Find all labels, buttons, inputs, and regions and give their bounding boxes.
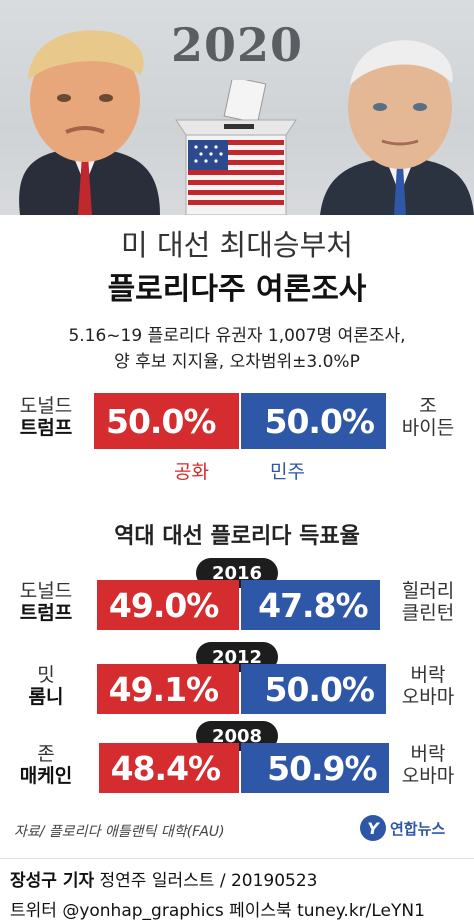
history-right-candidate: 버락 오바마 xyxy=(380,664,474,708)
history-value-democrat: 47.8% xyxy=(258,585,368,625)
history-bar-democrat-2008: 50.9% xyxy=(241,743,389,793)
poll-right-first-name: 조 xyxy=(419,395,437,417)
history-right-first-name: 버락 xyxy=(410,743,446,765)
history-right-last-name: 클린턴 xyxy=(401,602,455,624)
history-bar-democrat-2012: 50.0% xyxy=(241,664,386,714)
history-right-first-name: 힐러리 xyxy=(401,580,455,602)
history-left-last-name: 매케인 xyxy=(19,765,73,787)
social-links: 트위터 @yonhap_graphics 페이스북 tuney.kr/LeYN1 xyxy=(10,901,425,921)
yonhap-logo: Y 연합뉴스 xyxy=(360,815,445,841)
history-title: 역대 대선 플로리다 득표율 xyxy=(114,524,360,549)
history-value-republican: 49.1% xyxy=(108,669,219,709)
poll-bar-democrat: 50.0% xyxy=(241,393,386,449)
left-candidate-portrait xyxy=(19,30,161,215)
poll-right-last-name: 바이든 xyxy=(401,417,455,439)
headline-line1: 미 대선 최대승부처 xyxy=(121,228,353,262)
poll-bar-republican: 50.0% xyxy=(94,393,239,449)
year-title: 2020 xyxy=(170,18,304,72)
history-right-last-name: 오바마 xyxy=(401,765,455,787)
poll-value-democrat: 50.0% xyxy=(264,401,375,441)
history-value-republican: 48.4% xyxy=(110,748,221,788)
poll-left-last-name: 트럼프 xyxy=(19,417,73,439)
right-candidate-portrait xyxy=(320,40,474,215)
history-right-last-name: 오바마 xyxy=(401,686,455,708)
poll-left-first-name: 도널드 xyxy=(19,395,73,417)
history-left-first-name: 존 xyxy=(37,743,55,765)
poll-right-candidate: 조 바이든 xyxy=(380,395,474,439)
logo-text: 연합뉴스 xyxy=(390,819,446,838)
source-note: 자료/ 플로리다 애틀랜틱 대학(FAU) xyxy=(14,824,225,840)
party-label-democrat: 민주 xyxy=(270,461,305,483)
history-bar-republican-2016: 49.0% xyxy=(96,580,239,630)
party-label-republican: 공화 xyxy=(174,461,209,483)
credit-rest: 정연주 일러스트 / 20190523 xyxy=(94,871,318,891)
history-right-candidate: 버락 오바마 xyxy=(380,743,474,787)
credit-line: 장성구 기자 정연주 일러스트 / 20190523 xyxy=(10,866,317,891)
history-right-first-name: 버락 xyxy=(410,664,446,686)
survey-note-line2: 양 후보 지지율, 오차범위±3.0%P xyxy=(114,352,360,372)
reporter-name: 장성구 기자 xyxy=(10,871,95,891)
history-left-candidate: 도널드 트럼프 xyxy=(0,580,92,624)
poll-value-republican: 50.0% xyxy=(106,401,216,441)
header-illustration: 2020 xyxy=(0,0,474,215)
logo-mark-icon: Y xyxy=(360,815,386,841)
history-value-democrat: 50.9% xyxy=(267,748,377,788)
headline-line2: 플로리다주 여론조사 xyxy=(107,272,367,307)
footer xyxy=(0,858,474,923)
history-bar-democrat-2016: 47.8% xyxy=(241,580,380,630)
history-value-republican: 49.0% xyxy=(108,585,219,625)
poll-left-candidate: 도널드 트럼프 xyxy=(0,395,92,439)
history-left-candidate: 밋 롬니 xyxy=(0,664,92,708)
history-bar-republican-2008: 48.4% xyxy=(98,743,239,793)
history-left-first-name: 도널드 xyxy=(19,580,73,602)
history-left-last-name: 롬니 xyxy=(28,686,64,708)
history-left-candidate: 존 매케인 xyxy=(0,743,92,787)
history-value-democrat: 50.0% xyxy=(264,669,375,709)
ballot-box-illustration xyxy=(175,80,297,215)
history-bar-republican-2012: 49.1% xyxy=(96,664,239,714)
history-right-candidate: 힐러리 클린턴 xyxy=(380,580,474,624)
history-left-last-name: 트럼프 xyxy=(19,602,73,624)
history-left-first-name: 밋 xyxy=(37,664,55,686)
survey-note-line1: 5.16~19 플로리다 유권자 1,007명 여론조사, xyxy=(68,326,406,346)
